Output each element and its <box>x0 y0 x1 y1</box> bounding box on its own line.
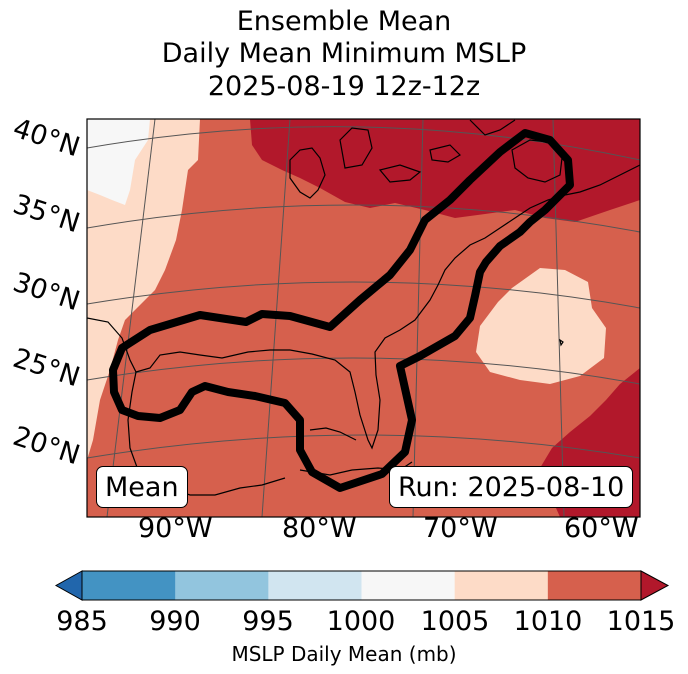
cbar-extend-low <box>54 570 83 601</box>
map-frame <box>86 118 641 518</box>
cbar-tick-1005: 1005 <box>420 606 490 637</box>
cbar-tick-985: 985 <box>56 606 108 637</box>
mean-label-box: Mean <box>96 466 188 508</box>
title-line-3: 2025-08-19 12z-12z <box>207 71 481 102</box>
cbar-tick-1000: 1000 <box>326 606 396 637</box>
cbar-segment <box>547 571 642 600</box>
lon-label-60w: 60°W <box>564 513 639 544</box>
title-line-2: Daily Mean Minimum MSLP <box>161 38 527 69</box>
cbar-tick-1015: 1015 <box>606 606 676 637</box>
cbar-segment <box>361 571 456 600</box>
cbar-extend-high <box>640 570 670 601</box>
cbar-tick-1010: 1010 <box>513 606 583 637</box>
cbar-segment <box>268 571 362 600</box>
lon-label-80w: 80°W <box>282 513 357 544</box>
pressure-field-west-strip <box>87 119 200 460</box>
cbar-segment <box>82 571 176 600</box>
run-date-box: Run: 2025-08-10 <box>389 466 634 508</box>
lon-label-90w: 90°W <box>138 513 213 544</box>
graticule <box>87 119 640 517</box>
cbar-segment <box>454 571 549 600</box>
pressure-field-north-high <box>250 119 640 222</box>
title-line-1: Ensemble Mean <box>236 6 452 37</box>
contour-outline <box>109 129 574 492</box>
cbar-segment <box>175 571 269 600</box>
lon-label-70w: 70°W <box>423 513 498 544</box>
cbar-tick-995: 995 <box>242 606 294 637</box>
colorbar-label: MSLP Daily Mean (mb) <box>231 642 457 666</box>
cbar-tick-990: 990 <box>149 606 201 637</box>
